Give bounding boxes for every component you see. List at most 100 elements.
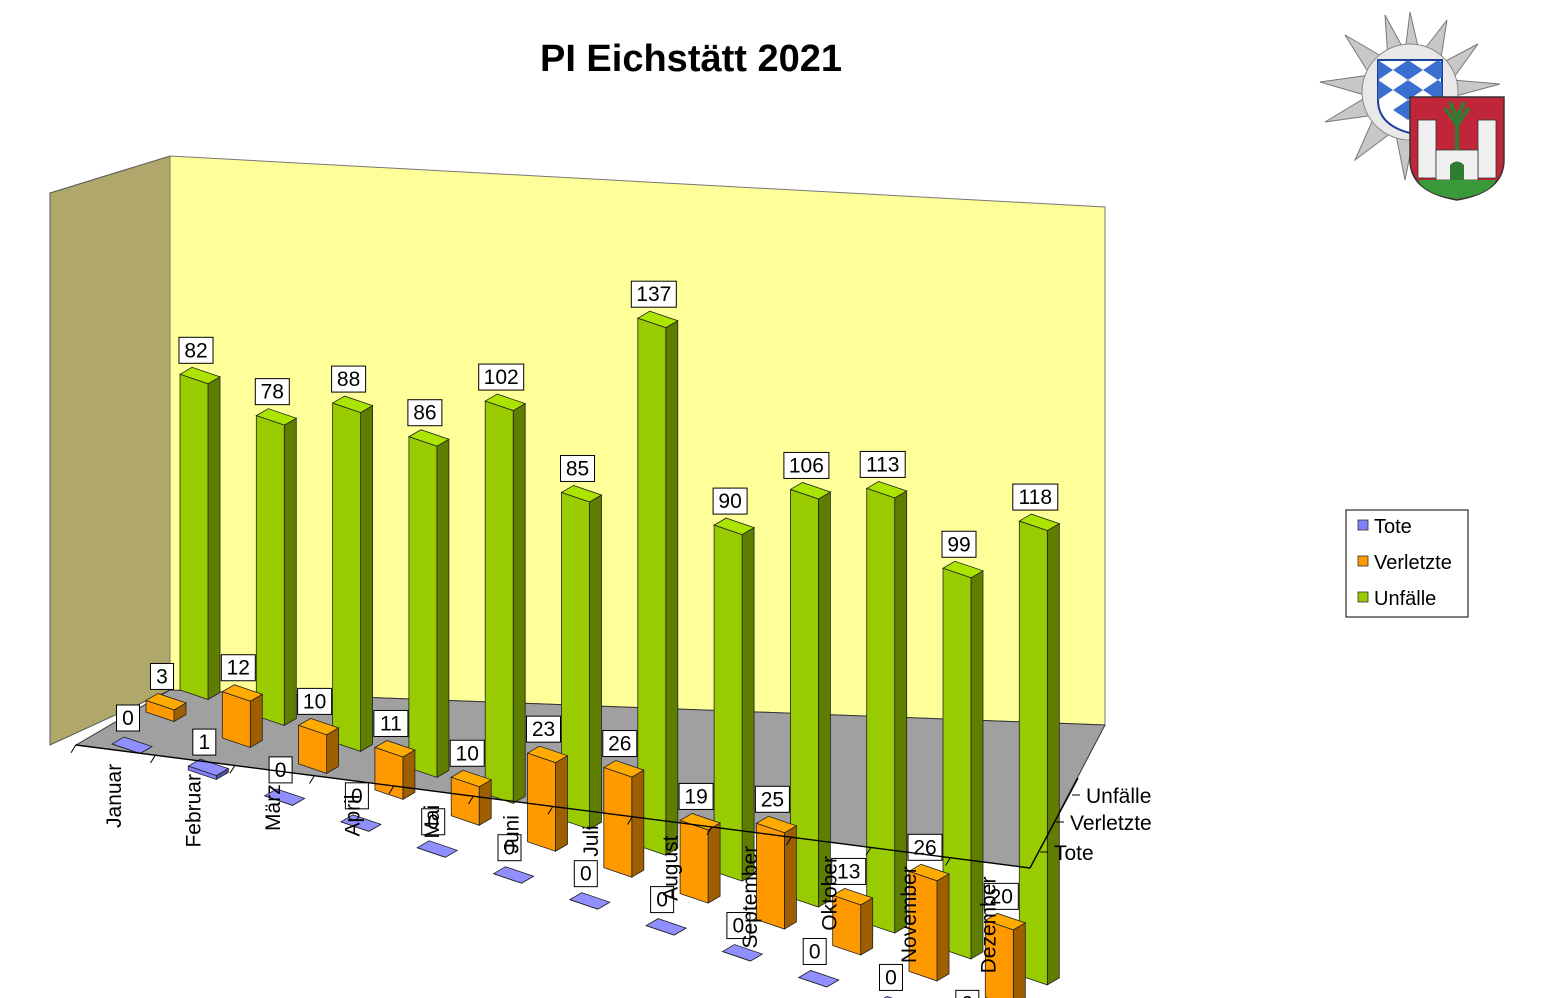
data-label-tote-februar-text: 1 xyxy=(198,731,210,754)
x-tick-label-november: November xyxy=(898,866,921,963)
data-label-verletzte-juni-text: 23 xyxy=(532,718,555,741)
data-label-tote-februar-box xyxy=(192,728,217,756)
x-tick-september xyxy=(706,826,713,836)
bar-verletzte-dezember xyxy=(984,912,1027,998)
bar-tote-april xyxy=(339,814,382,832)
x-tick-label-marz: März xyxy=(262,784,285,831)
shield-base xyxy=(1418,180,1496,199)
bar-verletzte-mai xyxy=(450,769,493,826)
bar-verletzte-oktober xyxy=(831,887,874,956)
data-label-unfalle-november: 99 xyxy=(941,530,977,558)
bar-verletzte-september-front xyxy=(756,822,785,930)
bar-unfalle-april xyxy=(407,429,450,779)
data-label-verletzte-mai-box xyxy=(449,739,485,767)
data-label-verletzte-juli: 26 xyxy=(602,730,638,758)
bar-tote-juli-front xyxy=(569,899,598,910)
data-label-unfalle-februar-text: 78 xyxy=(261,381,284,404)
bar-verletzte-september-side xyxy=(784,825,797,930)
depth-tick-label-tote: Tote xyxy=(1054,842,1094,865)
bar-unfalle-juli-side xyxy=(665,320,679,856)
data-label-unfalle-april: 86 xyxy=(407,399,443,427)
police-logo xyxy=(1319,11,1505,201)
bar-unfalle-februar-side xyxy=(283,417,297,727)
chart-title: PI Eichstätt 2021 xyxy=(540,38,842,80)
data-label-unfalle-mai: 102 xyxy=(478,363,525,391)
x-tick-april xyxy=(309,775,315,784)
data-label-tote-november-box xyxy=(879,963,903,991)
bar-unfalle-oktober xyxy=(865,480,908,934)
bar-tote-februar-front xyxy=(187,765,217,781)
x-tick-label-april: April xyxy=(342,795,365,837)
x-tick-januar xyxy=(70,744,77,754)
bar-unfalle-juni xyxy=(560,485,603,830)
bar-verletzte-juli-front xyxy=(603,766,633,878)
bar-verletzte-februar xyxy=(221,684,264,749)
data-label-verletzte-dezember: 20 xyxy=(983,882,1019,910)
bar-tote-januar xyxy=(111,736,153,754)
data-label-verletzte-oktober-text: 13 xyxy=(837,860,860,883)
bar-verletzte-februar-side xyxy=(249,693,263,749)
axes: Januar Februar März April Mai Juni Juli August S… xyxy=(70,744,1152,973)
data-label-verletzte-september-text: 25 xyxy=(761,788,784,811)
bar-tote-oktober-front xyxy=(798,977,827,988)
data-label-tote-juli-box xyxy=(573,860,598,888)
x-tick-mai xyxy=(388,785,395,795)
bar-unfalle-april-front xyxy=(408,436,438,778)
data-label-verletzte-august: 19 xyxy=(678,782,714,810)
bar-unfalle-juni-front xyxy=(561,491,590,830)
bar-verletzte-mai-front xyxy=(450,776,480,826)
data-label-tote-april-box xyxy=(344,782,369,810)
x-tick-label-august: August xyxy=(660,835,683,901)
bar-tote-mai xyxy=(416,840,459,858)
data-label-unfalle-oktober-box xyxy=(859,450,906,478)
bar-unfalle-marz-side xyxy=(360,404,374,753)
data-label-verletzte-marz-box xyxy=(297,687,333,715)
x-tick-label-september: September xyxy=(739,846,762,949)
x-tick-juli xyxy=(547,806,554,815)
data-label-verletzte-oktober: 13 xyxy=(831,857,867,885)
bar-verletzte-juli xyxy=(602,760,645,878)
data-label-tote-november-text: 0 xyxy=(885,966,897,989)
data-label-verletzte-april: 11 xyxy=(373,709,409,737)
data-label-verletzte-mai: 10 xyxy=(449,739,485,767)
x-tick-label-februar: Februar xyxy=(183,774,206,848)
data-label-tote-september-text: 0 xyxy=(733,915,745,938)
data-label-tote-august: 0 xyxy=(650,886,675,914)
data-label-verletzte-april-box xyxy=(373,709,409,737)
legend-label-verletzte: Verletzte xyxy=(1374,552,1452,574)
data-label-verletzte-juni-box xyxy=(526,715,561,743)
bar-unfalle-august-front xyxy=(713,524,743,882)
bar-unfalle-januar-side xyxy=(207,376,221,701)
data-label-tote-juli: 0 xyxy=(573,860,598,888)
data-label-verletzte-januar: 3 xyxy=(150,662,174,690)
data-label-tote-januar-text: 0 xyxy=(122,707,134,730)
data-label-tote-marz-text: 0 xyxy=(275,759,287,782)
x-tick-november xyxy=(865,847,872,856)
side-wall xyxy=(49,155,171,746)
bar-verletzte-januar xyxy=(145,693,187,723)
data-label-verletzte-april-text: 11 xyxy=(380,712,402,735)
depth-tick-label-unfalle: Unfälle xyxy=(1086,785,1151,808)
bar-unfalle-februar xyxy=(255,408,298,727)
data-label-unfalle-april-text: 86 xyxy=(413,402,436,425)
bar-tote-august-front xyxy=(645,925,675,936)
data-label-unfalle-marz-text: 88 xyxy=(337,368,360,391)
bar-verletzte-april-front xyxy=(374,746,404,800)
bavarian-lozenges xyxy=(1378,60,1442,120)
data-label-tote-juli-text: 0 xyxy=(580,863,592,886)
data-label-verletzte-marz: 10 xyxy=(297,687,333,715)
data-label-verletzte-marz-text: 10 xyxy=(303,690,326,713)
data-label-unfalle-april-box xyxy=(407,399,443,427)
data-label-unfalle-oktober-text: 113 xyxy=(866,453,899,476)
data-label-tote-april-text: 0 xyxy=(351,785,363,808)
bar-unfalle-januar xyxy=(179,366,221,701)
data-label-tote-august-text: 0 xyxy=(656,889,668,912)
data-label-tote-januar: 0 xyxy=(116,704,140,732)
bar-unfalle-juli-front xyxy=(637,317,667,856)
bar-unfalle-november xyxy=(942,560,984,960)
bar-unfalle-juni-side xyxy=(589,494,602,830)
data-label-verletzte-februar-box xyxy=(220,654,256,682)
bar-unfalle-juli xyxy=(636,310,679,856)
bar-unfalle-februar-front xyxy=(255,415,285,727)
data-label-unfalle-februar: 78 xyxy=(254,378,290,406)
